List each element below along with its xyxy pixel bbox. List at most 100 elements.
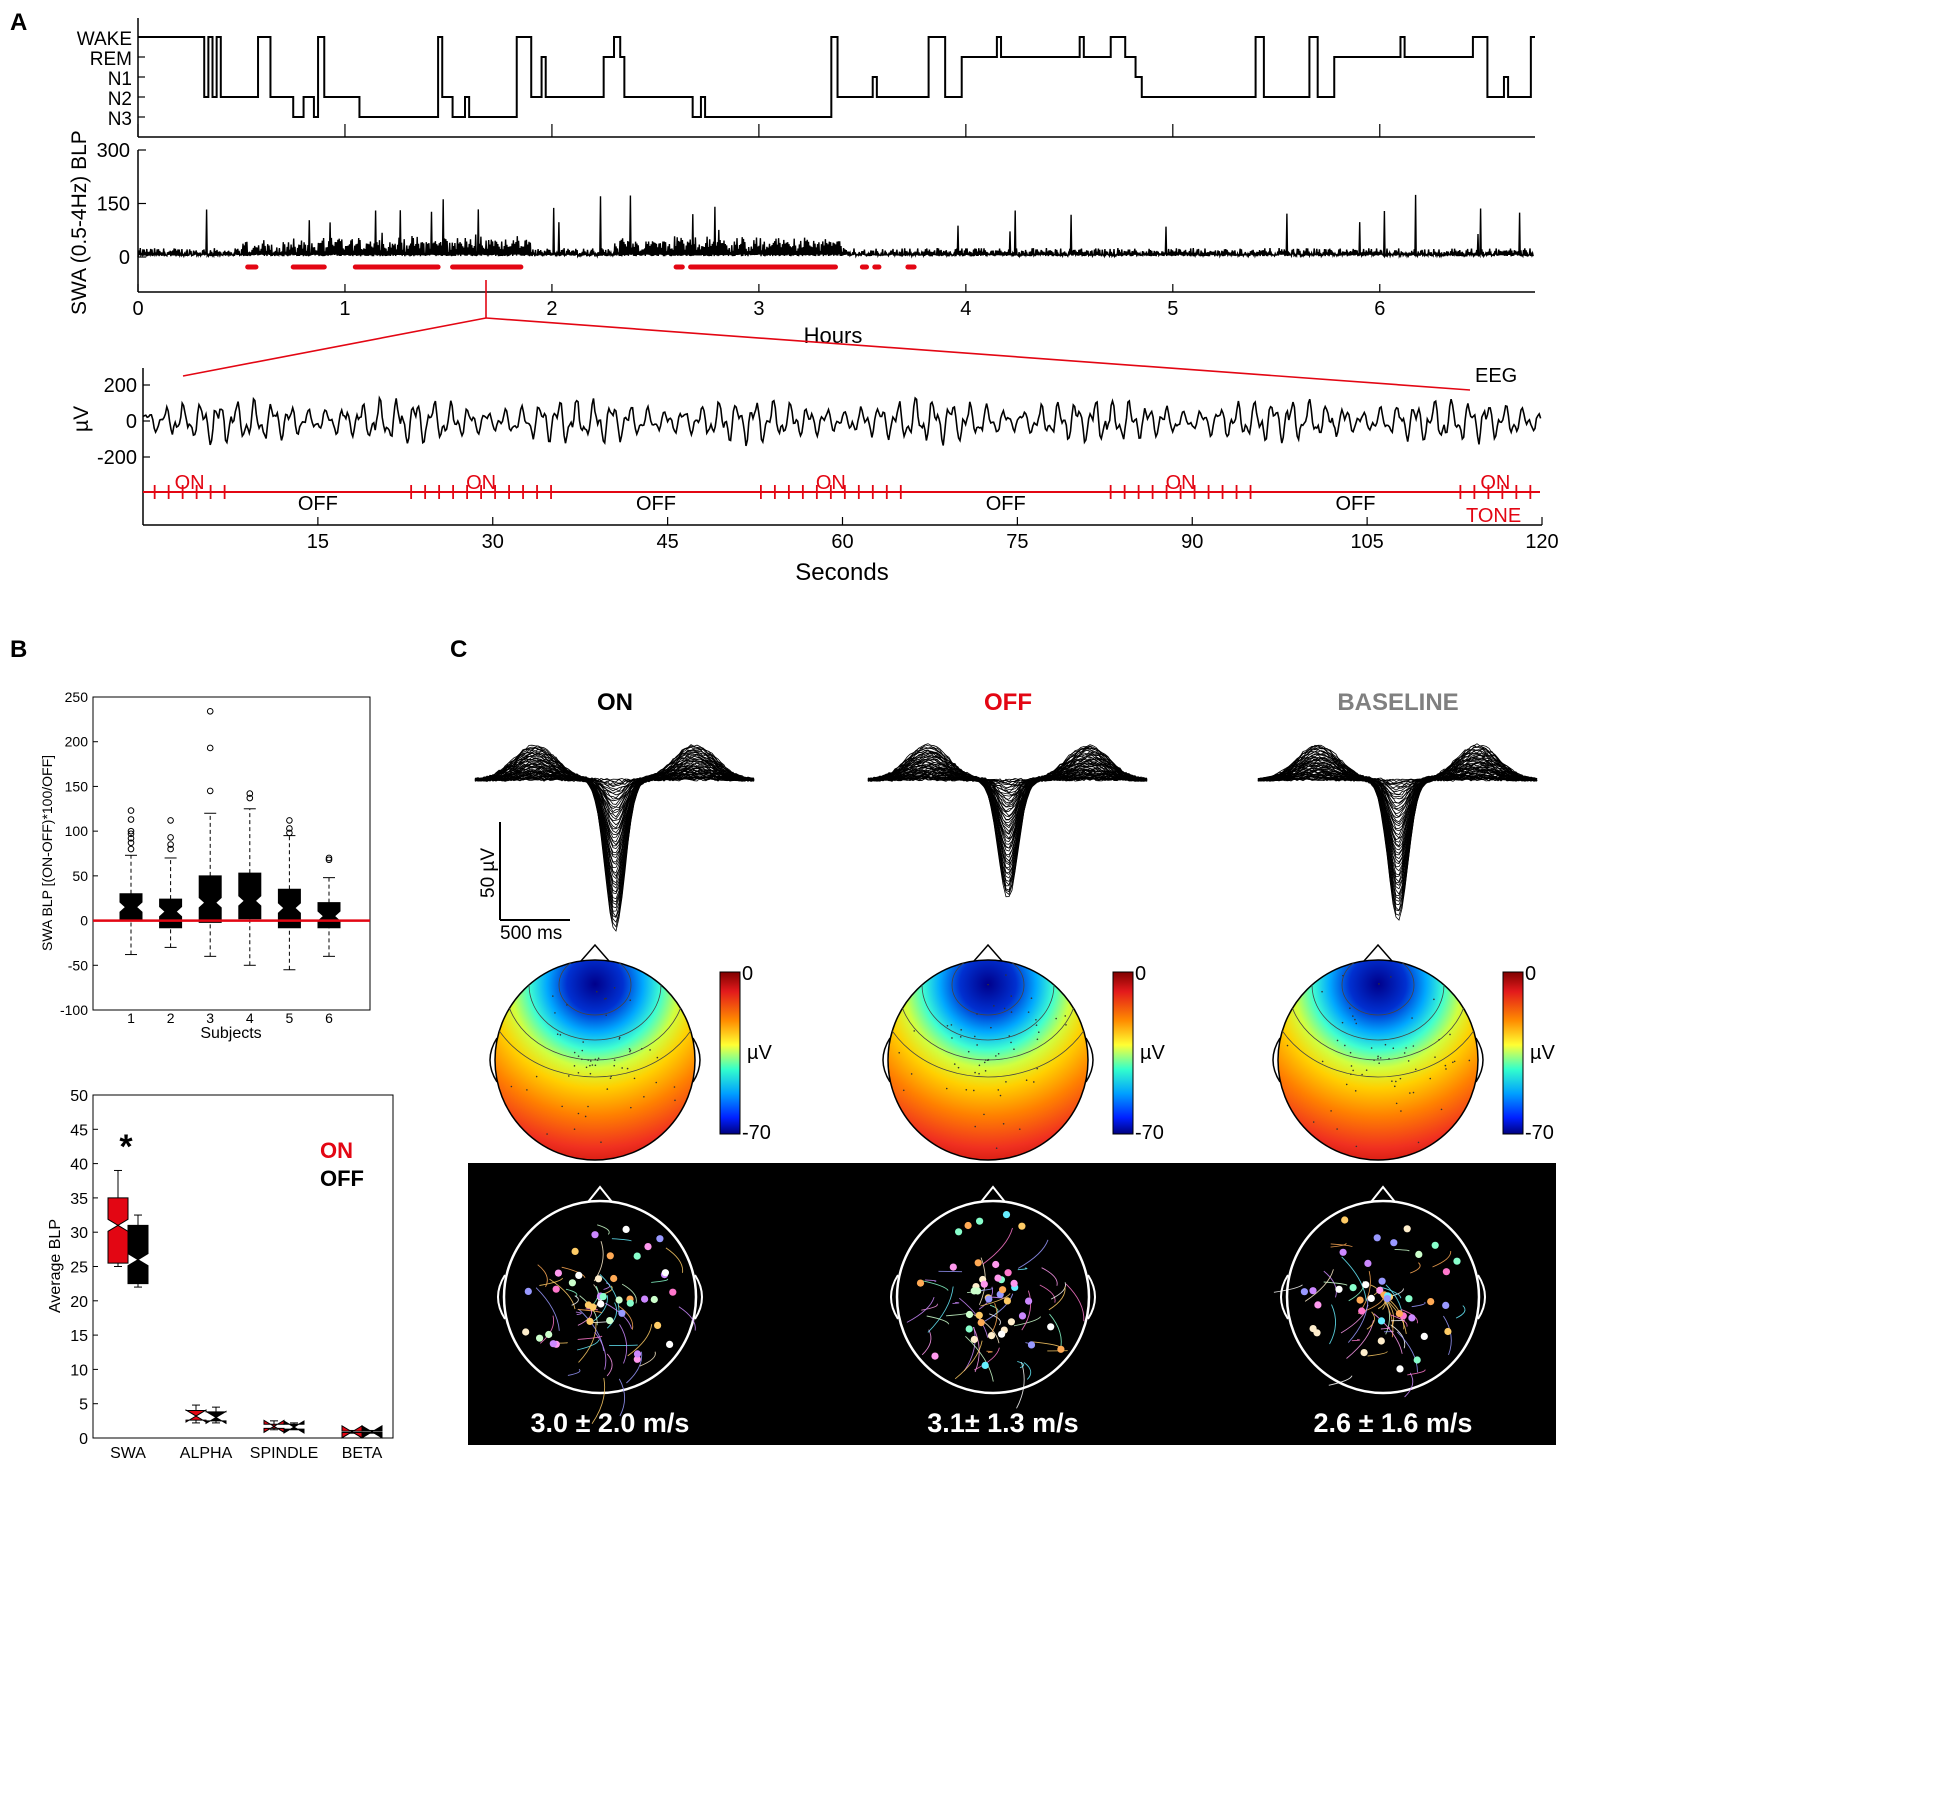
colorbar-min-label: -70 [1135, 1122, 1164, 1144]
colorbar-unit-label: µV [747, 1042, 773, 1064]
colorbar [1502, 971, 1524, 1135]
b1-outlier [246, 790, 254, 797]
b1-y-tick-label: 100 [65, 823, 89, 839]
b1-x-tick-label: 5 [286, 1010, 294, 1026]
b1-outlier [206, 787, 214, 795]
b2-y-tick-label: 40 [70, 1157, 88, 1174]
swa-x-tick-label: 0 [132, 298, 143, 320]
colorbar-max-label: 0 [1135, 963, 1146, 985]
swa-y-tick-label: 150 [97, 194, 130, 216]
propagation-speed: 3.0 ± 2.0 m/s [531, 1408, 690, 1438]
b1-outlier [286, 825, 293, 832]
scale-amplitude: 50 µV [478, 848, 499, 898]
topoplot [882, 943, 1094, 1161]
b2-y-tick-label: 10 [70, 1362, 88, 1379]
b1-outlier [246, 794, 254, 802]
propagation-map [1273, 1185, 1486, 1398]
b2-y-tick-label: 20 [70, 1294, 88, 1311]
b1-outlier [167, 834, 174, 841]
on-period-label: ON [175, 472, 205, 494]
b1-box [159, 817, 183, 948]
propagation-speed: 3.1± 1.3 m/s [927, 1408, 1078, 1438]
b1-y-tick-label: 200 [65, 734, 89, 750]
b2-y-tick-label: 30 [70, 1225, 88, 1242]
b2-y-tick-label: 5 [79, 1397, 88, 1414]
b2-box-on [185, 1404, 207, 1424]
topoplot [1272, 943, 1484, 1161]
propagation-speed: 2.6 ± 1.6 m/s [1314, 1408, 1473, 1438]
swa-x-tick-label: 6 [1374, 298, 1385, 320]
b1-x-tick-label: 3 [206, 1010, 214, 1026]
colorbar-unit-label: µV [1140, 1042, 1166, 1064]
on-period-label: ON [1480, 472, 1510, 494]
topoplot [489, 943, 701, 1161]
condition-title-baseline: BASELINE [1337, 689, 1458, 716]
eeg-y-axis-label: µV [70, 406, 93, 432]
swa-x-tick-label: 3 [753, 298, 764, 320]
tone-label: TONE [1466, 505, 1521, 527]
b1-y-tick-label: 50 [72, 868, 88, 884]
b2-y-tick-label: 0 [79, 1431, 88, 1448]
off-period-label: OFF [298, 493, 338, 515]
scale-bar: 50 µV 500 ms [478, 822, 570, 944]
swa-y-tick-label: 0 [119, 247, 130, 269]
b2-y-tick-label: 25 [70, 1260, 88, 1277]
b2-y-tick-label: 45 [70, 1122, 88, 1139]
b1-outlier [127, 845, 135, 853]
b1-outlier [206, 708, 214, 715]
swa-y-axis-label: SWA (0.5-4Hz) BLP [68, 130, 91, 315]
b1-x-axis-label: Subjects [200, 1025, 261, 1042]
b1-x-tick-label: 1 [127, 1010, 135, 1026]
eeg-y-tick-label: 0 [126, 411, 137, 433]
b2-box-on [341, 1424, 363, 1439]
swa-x-tick-label: 1 [339, 298, 350, 320]
eeg-x-axis-label: Seconds [795, 559, 888, 586]
b1-box [238, 790, 262, 966]
propagation-map [890, 1185, 1096, 1409]
eeg-x-tick-label: 90 [1181, 531, 1203, 553]
condition-title-off: OFF [984, 689, 1032, 716]
panel-label-a: A [10, 9, 27, 36]
b1-box [317, 854, 341, 957]
eeg-x-tick-label: 30 [482, 531, 504, 553]
off-period-label: OFF [1335, 493, 1375, 515]
b1-x-tick-label: 4 [246, 1010, 254, 1026]
panel-label-b: B [10, 636, 27, 663]
b2-x-tick-label: SPINDLE [250, 1445, 318, 1462]
b1-box [198, 708, 222, 957]
b2-box-off [283, 1420, 305, 1434]
b2-box-on [263, 1419, 285, 1434]
panel-label-c: C [450, 636, 467, 663]
b1-outlier [167, 841, 174, 848]
butterfly-plot [474, 744, 755, 932]
b2-y-axis-label: Average BLP [47, 1219, 64, 1313]
b1-outlier [127, 830, 135, 838]
propagation-map [497, 1185, 703, 1424]
b1-outlier [167, 817, 174, 824]
propagation-panel [468, 1163, 1556, 1445]
condition-title-on: ON [597, 689, 633, 716]
colorbar [1112, 971, 1134, 1135]
b2-box-on [107, 1169, 129, 1267]
b1-outlier [127, 839, 135, 847]
b2-x-tick-label: SWA [110, 1445, 146, 1462]
on-period-label: ON [466, 472, 496, 494]
eeg-x-tick-label: 45 [657, 531, 679, 553]
b1-y-tick-label: 250 [65, 689, 89, 705]
butterfly-plot [867, 743, 1148, 898]
b2-y-tick-label: 50 [70, 1088, 88, 1105]
colorbar-max-label: 0 [1525, 963, 1536, 985]
b1-outlier [127, 816, 135, 823]
colorbar-min-label: -70 [1525, 1122, 1554, 1144]
b1-outlier [127, 827, 135, 835]
b1-box [277, 817, 301, 971]
eeg-x-tick-label: 75 [1006, 531, 1028, 553]
b1-outlier [127, 807, 135, 814]
on-period-label: ON [816, 472, 846, 494]
swa-percent-boxplot: SWA BLP [(ON-OFF)*100/OFF] 2502001501005… [39, 689, 371, 1042]
off-period-label: OFF [986, 493, 1026, 515]
eeg-y-tick-label: -200 [97, 447, 137, 469]
swa-y-tick-label: 300 [97, 140, 130, 162]
